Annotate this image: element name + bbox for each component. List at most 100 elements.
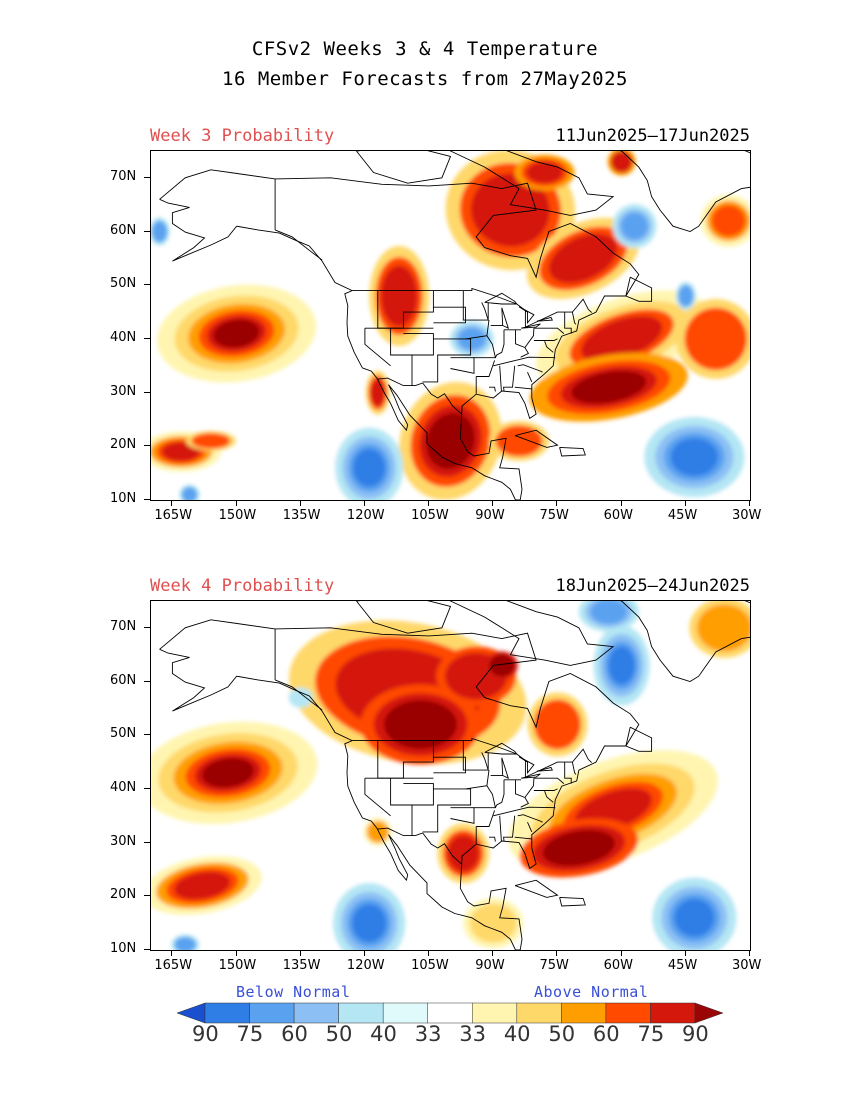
probability-shading [447,835,480,872]
lon-label-60W-w4: 60W [603,958,634,973]
colorbar-swatch [561,1002,607,1024]
lat-tick [144,787,150,789]
week3-date-range: 11Jun2025—17Jun2025 [555,126,750,146]
lat-tick [144,337,150,339]
lat-tick [144,680,150,682]
lon-label-90W-w3: 90W [475,508,505,523]
coastline [499,365,502,392]
coastline [521,323,541,329]
lat-label-70N-w4: 70N [110,618,137,634]
probability-shading [161,442,200,462]
coastline [517,814,543,823]
lon-label-150W-w3: 150W [218,508,257,523]
coastline [517,364,543,373]
lon-tick [299,950,301,956]
probability-shading [590,601,628,624]
probability-shading [697,604,750,652]
coastline [518,756,535,775]
coastline [499,815,502,842]
lat-tick [144,949,150,950]
coastline [422,338,472,383]
coastline [501,757,510,780]
probability-shading [370,379,386,407]
legend-value: 33 [459,1022,486,1046]
probability-shading [495,425,543,457]
colorbar-swatch [249,1002,295,1024]
coastline [625,726,653,752]
coastline [377,740,434,779]
coastline [390,778,413,836]
lon-tick [299,500,301,506]
lat-label-10N-w3: 10N [110,491,137,506]
lon-label-30W-w4: 30W [732,958,762,973]
lon-tick [428,500,430,506]
coastline [544,790,554,803]
coastline [520,347,530,358]
colorbar-arrow-above [694,1002,723,1024]
lon-tick [556,950,558,956]
probability-shading [426,412,475,469]
coastline [274,229,323,261]
lon-tick [492,500,494,506]
lon-tick [235,950,237,956]
colorbar-swatch [605,1002,651,1024]
legend-value: 33 [414,1022,442,1046]
lon-label-120W-w4: 120W [346,958,385,973]
coastline [450,807,475,824]
colorbar-swatch [472,1002,518,1024]
legend-value: 50 [548,1022,576,1046]
lon-tick [556,500,558,506]
colorbar-arrow-below [177,1002,206,1024]
probability-shading [174,936,197,950]
coastline [376,377,463,415]
lon-tick [749,950,750,956]
coastline [364,778,391,817]
coastline [476,810,496,827]
probability-shading [548,233,618,284]
lat-label-30N-w4: 30N [110,833,137,849]
lon-tick [749,500,750,506]
probability-shading [610,151,633,173]
coastline [536,766,553,772]
coastline [493,356,556,367]
coastline [403,333,434,356]
probability-shading [608,646,635,685]
probability-shading [580,315,663,362]
coastline [376,827,463,865]
legend-value: 75 [236,1022,264,1046]
lon-label-90W-w4: 90W [475,958,505,973]
week4-panel-label: Week 4 Probability [150,576,335,596]
lon-label-165W-w3: 165W [154,508,193,523]
coastline [364,328,391,367]
chart-title-line2: 16 Member Forecasts from 27May2025 [222,68,628,90]
probability-shading [670,438,719,477]
lon-tick [363,500,365,506]
coastline [501,307,510,330]
coastline [571,762,577,775]
coastline [559,446,586,457]
coastline [489,836,496,842]
week4-date-range: 18Jun2025—24Jun2025 [555,576,750,596]
lon-tick [492,950,494,956]
legend-value: 50 [325,1022,353,1046]
week3-panel-label: Week 3 Probability [150,126,335,146]
probability-shading [181,486,198,500]
lon-tick [620,950,622,956]
coastline [520,797,530,808]
lat-label-70N-w3: 70N [110,168,137,184]
coastline [274,679,323,711]
probability-shading [151,220,168,243]
probability-shading [352,904,387,943]
coastline [514,386,532,390]
lon-tick [363,950,365,956]
probability-shading [489,654,515,677]
colorbar-swatch [650,1002,696,1024]
legend-value: 60 [281,1022,308,1046]
coastline [503,815,516,842]
colorbar-swatch [516,1002,562,1024]
coastline [403,783,434,806]
coastline [465,770,490,790]
coastline [564,762,572,784]
coastline [352,737,593,778]
probability-shading [526,161,563,184]
